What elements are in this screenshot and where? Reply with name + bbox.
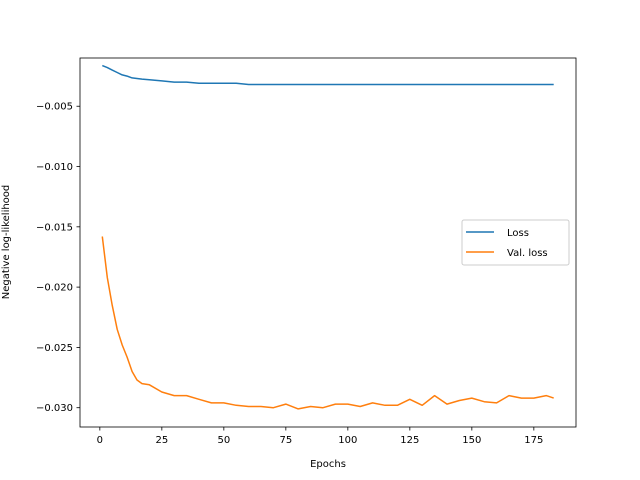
y-tick-label: −0.030	[36, 403, 73, 414]
y-axis-ticks: −0.030 −0.025 −0.020 −0.015 −0.010 −0.005	[36, 102, 80, 414]
plot-frame	[79, 57, 577, 428]
series-layer	[101, 64, 554, 410]
legend: Loss Val. loss	[461, 219, 570, 266]
y-tick-label: −0.020	[36, 283, 73, 294]
legend-label-loss: Loss	[507, 228, 529, 239]
x-tick-label: 50	[217, 435, 230, 446]
x-axis-ticks: 0 25 50 75 100 125 150 175	[97, 427, 543, 446]
y-tick-label: −0.005	[36, 102, 73, 113]
x-tick-label: 25	[155, 435, 168, 446]
x-tick-label: 0	[97, 435, 103, 446]
y-tick-label: −0.015	[36, 222, 73, 233]
y-tick-label: −0.025	[36, 343, 73, 354]
x-axis-label: Epochs	[310, 459, 346, 470]
legend-label-val-loss: Val. loss	[507, 248, 548, 259]
series-line-val-loss	[101, 236, 554, 410]
y-tick-label: −0.010	[36, 162, 73, 173]
series-line-loss	[102, 64, 554, 86]
x-tick-label: 125	[400, 435, 419, 446]
x-tick-label: 100	[338, 435, 357, 446]
x-tick-label: 150	[462, 435, 481, 446]
x-tick-label: 75	[279, 435, 292, 446]
y-axis-label: Negative log-likelihood	[1, 185, 12, 300]
x-tick-label: 175	[524, 435, 543, 446]
